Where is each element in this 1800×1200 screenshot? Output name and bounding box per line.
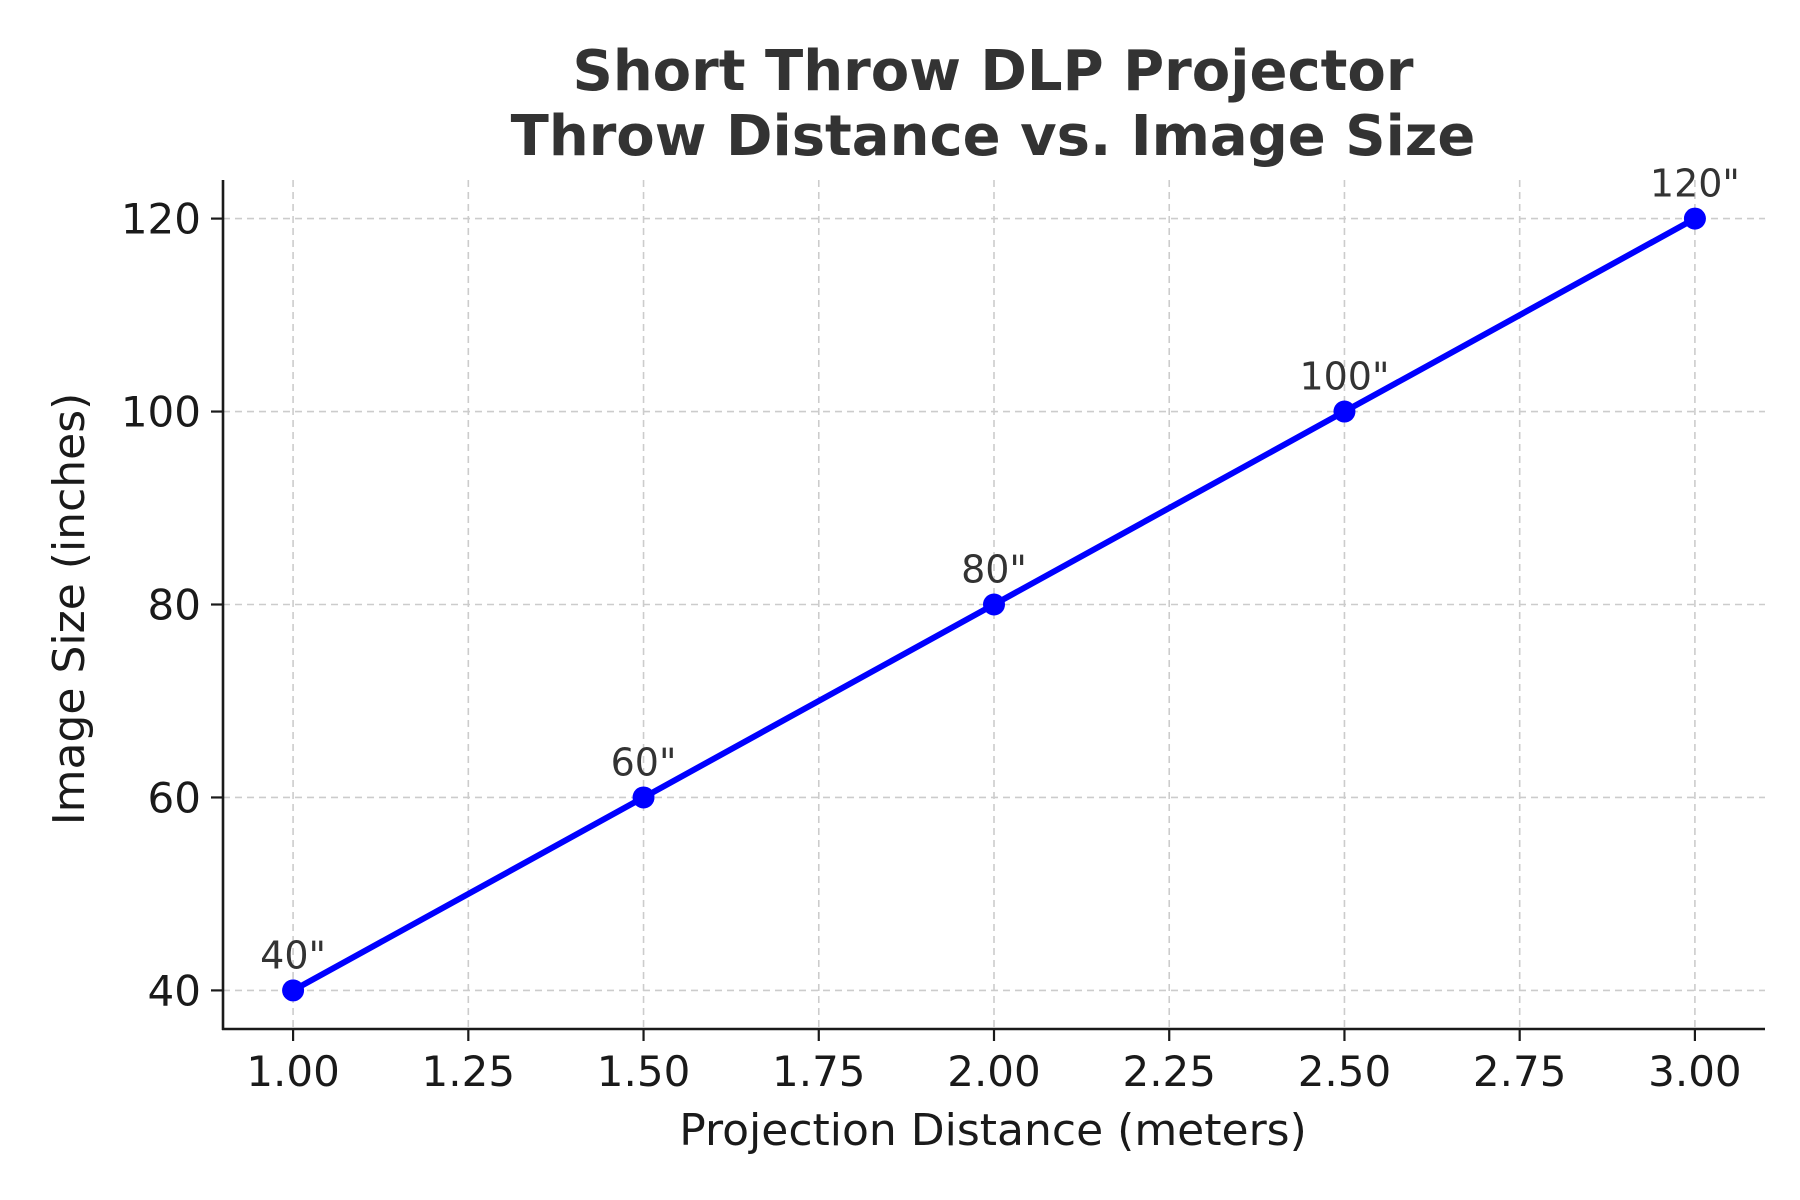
data-label: 60" [611, 740, 677, 784]
x-tick-label: 3.00 [1648, 1047, 1742, 1096]
chart-subtitle: Throw Distance vs. Image Size [511, 104, 1476, 169]
chart-title: Short Throw DLP Projector [572, 39, 1413, 104]
data-point [983, 593, 1005, 616]
data-point [282, 979, 305, 1002]
data-point [1333, 400, 1356, 423]
x-tick-label: 1.75 [772, 1047, 866, 1096]
y-tick-label: 120 [121, 195, 201, 244]
x-tick-label: 1.00 [246, 1047, 340, 1096]
y-tick-label: 60 [148, 773, 201, 822]
y-tick-label: 80 [148, 581, 201, 630]
data-label: 80" [961, 548, 1027, 592]
x-tick-label: 2.75 [1473, 1047, 1567, 1096]
x-tick-label: 2.50 [1298, 1047, 1392, 1096]
y-tick-label: 100 [121, 388, 201, 437]
x-tick-label: 1.50 [597, 1047, 691, 1096]
y-axis-label: Image Size (inches) [44, 393, 95, 826]
data-label: 40" [260, 933, 326, 977]
data-point [1683, 207, 1706, 230]
data-labels: 40" 60" 80" 100" 120" [260, 162, 1740, 978]
x-tick-label: 2.25 [1122, 1047, 1216, 1096]
data-label: 100" [1299, 355, 1389, 399]
y-tick-label: 40 [148, 966, 201, 1015]
x-tick-label: 1.25 [422, 1047, 516, 1096]
data-point [632, 786, 655, 809]
x-axis-label: Projection Distance (meters) [679, 1105, 1307, 1156]
series-layer [282, 207, 1706, 1002]
axes: 1.00 1.25 1.50 1.75 2.00 2.25 2.50 2.75 3.00 40 60… [121, 180, 1765, 1096]
x-tick-label: 2.00 [947, 1047, 1041, 1096]
data-label: 120" [1650, 162, 1740, 206]
